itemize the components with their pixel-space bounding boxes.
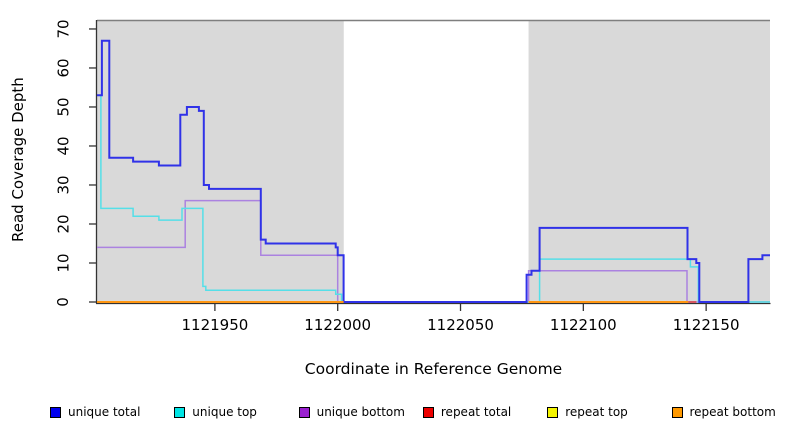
series-unique-total bbox=[97, 39, 770, 303]
legend-swatch-icon bbox=[671, 406, 683, 418]
x-tick-label: 1121950 bbox=[181, 316, 249, 334]
legend-label: repeat total bbox=[440, 405, 512, 419]
y-tick-label: 20 bbox=[54, 214, 73, 234]
legend-item-unique-top: unique top bbox=[174, 404, 257, 420]
legend-swatch-icon bbox=[422, 406, 434, 418]
y-axis-label: Read Coverage Depth bbox=[9, 77, 27, 242]
plot-background-region bbox=[343, 20, 529, 302]
legend-label: repeat top bbox=[565, 405, 628, 419]
legend-swatch-icon bbox=[50, 406, 61, 418]
y-tick-label: 40 bbox=[54, 136, 73, 156]
y-tick-label: 50 bbox=[54, 97, 73, 117]
x-tick-label: 1122000 bbox=[304, 316, 372, 334]
legend-swatch-icon bbox=[298, 406, 310, 418]
legend-item-unique-total: unique total bbox=[50, 404, 140, 420]
y-tick-label: 70 bbox=[54, 19, 73, 39]
legend-item-repeat-total: repeat total bbox=[422, 404, 512, 420]
legend-label: unique top bbox=[192, 405, 257, 419]
legend-swatch-icon bbox=[547, 406, 559, 418]
series-unique-top bbox=[97, 94, 770, 303]
y-tick-label: 0 bbox=[53, 297, 72, 307]
x-axis-label: Coordinate in Reference Genome bbox=[304, 360, 563, 378]
y-tick-label: 60 bbox=[54, 58, 73, 78]
y-tick-label: 30 bbox=[54, 175, 73, 195]
legend-swatch-icon bbox=[174, 406, 186, 418]
x-tick-label: 1122050 bbox=[427, 316, 494, 334]
legend-item-repeat-bottom: repeat bottom bbox=[671, 404, 776, 420]
x-tick-label: 1122100 bbox=[549, 316, 617, 334]
legend-item-repeat-top: repeat top bbox=[547, 404, 628, 420]
x-tick-label: 1122150 bbox=[672, 316, 740, 334]
plot-background-region bbox=[528, 20, 770, 302]
legend-label: repeat bottom bbox=[689, 405, 776, 419]
legend-label: unique total bbox=[68, 405, 141, 419]
legend-label: unique bottom bbox=[316, 405, 405, 419]
legend-item-unique-bottom: unique bottom bbox=[298, 404, 405, 420]
y-tick-label: 10 bbox=[54, 253, 73, 273]
